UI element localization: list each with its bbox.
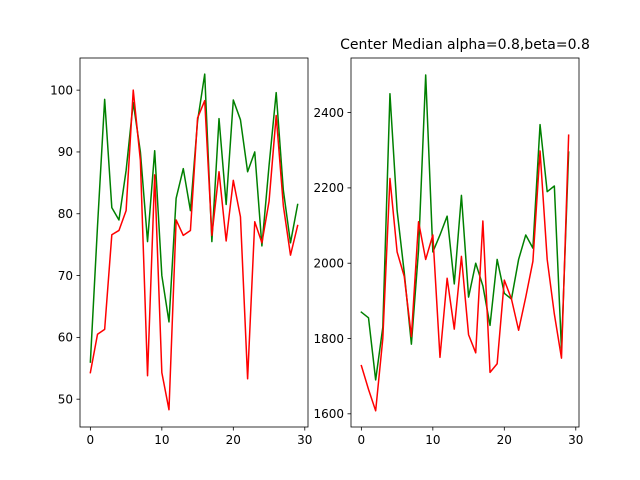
x-tick-label: 10 [425,433,440,447]
axes-frame [79,57,309,428]
y-tick-label: 50 [58,392,73,406]
x-tick-label: 20 [497,433,512,447]
y-tick-label: 60 [58,331,73,345]
y-tick-label: 90 [58,145,73,159]
y-tick-label: 80 [58,207,73,221]
left-plot-panel: 0 10 20 30 50 60 70 80 90 100 [50,57,312,447]
y-tick-label: 2400 [313,106,344,120]
series-line-red [360,134,570,412]
right-plot-panel: 0 10 20 30 1600 1800 2000 2200 2400 Center Median… [313,37,589,447]
y-tick-label: 100 [50,83,73,97]
series-line-green [360,74,570,381]
series-line-red [89,89,299,411]
y-tick-label: 2000 [313,257,344,271]
x-tick-label: 20 [226,433,241,447]
y-tick-label: 70 [58,269,73,283]
x-tick-label: 0 [87,433,95,447]
x-tick-label: 30 [568,433,583,447]
y-tick-label: 1600 [313,407,344,421]
chart-title: Center Median alpha=0.8,beta=0.8 [340,37,590,53]
x-tick-label: 0 [358,433,366,447]
y-tick-label: 2200 [313,181,344,195]
x-tick-label: 10 [154,433,169,447]
axes-frame [350,57,580,428]
x-tick-label: 30 [297,433,312,447]
y-tick-label: 1800 [313,332,344,346]
